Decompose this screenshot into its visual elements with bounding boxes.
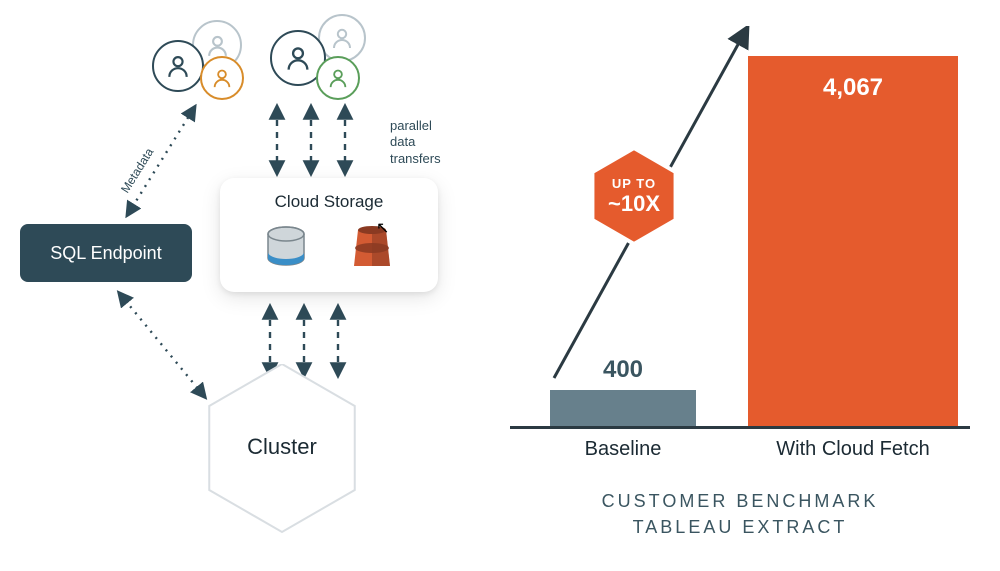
cluster-label: Cluster xyxy=(212,434,352,460)
cloud-storage-node: Cloud Storage xyxy=(220,178,438,292)
badge-line2: ~10X xyxy=(608,191,660,217)
category-cloud_fetch: With Cloud Fetch xyxy=(728,438,978,461)
bar-baseline xyxy=(550,390,696,426)
user-icon xyxy=(316,56,360,100)
delta-lake-icon xyxy=(260,222,312,274)
bar-value-baseline: 400 xyxy=(550,356,696,384)
benchmark-chart: 400Baseline4,067With Cloud Fetch UP TO ~… xyxy=(510,26,970,486)
category-baseline: Baseline xyxy=(530,438,716,461)
parallel-transfers-note: parallel data transfers xyxy=(390,118,441,167)
s3-bucket-icon xyxy=(346,222,398,274)
speedup-badge: UP TO ~10X xyxy=(582,144,686,248)
cloud-storage-title: Cloud Storage xyxy=(238,192,420,212)
chart-subtitle: CUSTOMER BENCHMARK TABLEAU EXTRACT xyxy=(520,488,960,540)
bar-value-cloud_fetch: 4,067 xyxy=(748,74,958,102)
bar-cloud_fetch xyxy=(748,56,958,426)
user-icon xyxy=(200,56,244,100)
cursor-icon: ↖ xyxy=(376,218,389,238)
user-icon xyxy=(152,40,204,92)
badge-line1: UP TO xyxy=(608,176,660,191)
chart-x-axis xyxy=(510,426,970,429)
